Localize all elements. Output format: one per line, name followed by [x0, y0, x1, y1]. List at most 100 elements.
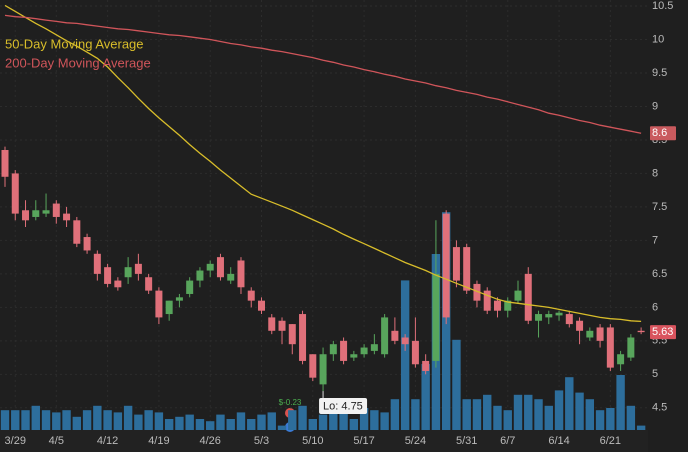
candle-body: [401, 337, 409, 345]
volume-bar: [52, 412, 61, 430]
ma-line: [4, 14, 642, 134]
candle-body: [258, 300, 265, 311]
x-tick-label: 6/21: [600, 435, 621, 447]
x-axis-strip: [0, 430, 648, 452]
candle-body: [483, 290, 491, 311]
candle-body: [576, 320, 584, 331]
volume-bar: [370, 410, 379, 430]
candle-body: [504, 300, 512, 311]
volume-bar: [31, 405, 40, 430]
candle-body: [535, 314, 543, 321]
candle-body: [145, 277, 153, 291]
volume-bar: [595, 410, 605, 430]
legend-label: 50-Day Moving Average: [5, 36, 144, 51]
y-tick-label: 10.5: [652, 0, 673, 12]
y-tick-label: 7: [652, 234, 658, 246]
volume-bar: [103, 410, 112, 430]
candle-body: [124, 267, 132, 278]
volume-bar: [134, 414, 143, 430]
candle-body: [514, 290, 522, 301]
candle-body: [11, 173, 19, 214]
candle-body: [565, 314, 573, 325]
candle-body: [432, 273, 440, 361]
legend-label: 200-Day Moving Average: [5, 55, 151, 70]
candle-body: [391, 330, 399, 341]
price-tag: 5.63: [652, 326, 673, 338]
candle-body: [422, 360, 430, 371]
x-tick-label: 4/12: [97, 435, 118, 447]
candle-body: [237, 260, 245, 288]
candle-body: [268, 317, 276, 331]
volume-bar: [606, 408, 615, 430]
volume-bar: [400, 280, 410, 430]
candle-body: [329, 344, 337, 355]
candle-body: [83, 237, 91, 251]
y-tick-label: 5: [652, 368, 658, 380]
volume-bar: [411, 399, 420, 430]
candle-body: [627, 337, 635, 358]
volume-bar: [329, 410, 338, 430]
volume-bar: [41, 410, 51, 430]
volume-bar: [72, 416, 82, 430]
candle-body: [73, 220, 81, 244]
x-tick-label: 5/10: [302, 435, 323, 447]
candle-body: [93, 253, 101, 274]
candle-body: [473, 283, 481, 301]
x-tick-label: 5/17: [353, 435, 374, 447]
candle-body: [104, 267, 112, 284]
candle-body: [134, 263, 142, 274]
x-tick-label: 5/31: [456, 435, 477, 447]
candle-body: [63, 213, 71, 221]
x-tick-label: 5/3: [254, 435, 269, 447]
candle-body: [186, 280, 194, 294]
volume-bar: [472, 399, 482, 430]
volume-bar: [257, 414, 266, 430]
candle-body: [617, 354, 625, 365]
candle-body: [586, 330, 594, 338]
candle-body: [1, 149, 9, 177]
volume-bar: [154, 412, 164, 430]
volume-bar: [144, 410, 153, 430]
candle-body: [545, 314, 553, 318]
candle-body: [463, 247, 471, 291]
candle-body: [227, 273, 235, 281]
candle-body: [288, 324, 296, 345]
candle-body: [216, 257, 224, 278]
candle-body: [114, 280, 122, 288]
volume-bar: [185, 414, 194, 430]
volume-bar: [93, 405, 102, 430]
volume-bar: [483, 394, 492, 430]
volume-bar: [236, 412, 246, 430]
candle-body: [309, 354, 317, 378]
candle-body: [370, 344, 378, 351]
y-tick-label: 6.5: [652, 268, 667, 280]
y-tick-label: 7.5: [652, 201, 667, 213]
candle-body: [22, 210, 30, 221]
candle-body: [596, 327, 604, 341]
volume-bar: [267, 412, 276, 430]
x-tick-label: 6/14: [548, 435, 569, 447]
volume-bar: [616, 375, 625, 430]
volume-bar: [390, 399, 400, 430]
candle-body: [155, 290, 163, 318]
candle-body: [606, 327, 614, 368]
volume-bar: [462, 399, 471, 430]
x-tick-label: 5/24: [405, 435, 426, 447]
volume-bar: [544, 405, 553, 430]
candle-body: [42, 210, 50, 214]
volume-bar: [349, 419, 359, 430]
y-tick-label: 4.5: [652, 402, 667, 414]
volume-bar: [380, 412, 389, 430]
volume-bar: [308, 419, 317, 430]
candle-body: [452, 247, 460, 281]
candle-body: [52, 203, 60, 217]
volume-bar: [298, 405, 307, 430]
candle-body: [524, 273, 532, 321]
volume-bar: [113, 412, 123, 430]
y-tick-label: 10: [652, 33, 664, 45]
volume-bar: [164, 419, 174, 430]
candle-body: [493, 300, 501, 311]
volume-bar: [62, 410, 71, 430]
volume-bar: [524, 394, 533, 430]
earnings-label: $-0.23: [279, 398, 302, 407]
